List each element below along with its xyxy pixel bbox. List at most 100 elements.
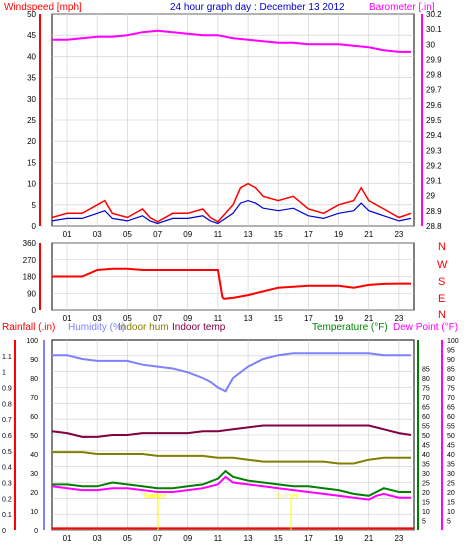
direction-x-tick-label: 05 [123, 314, 132, 323]
windspeed-tick-label: 5 [32, 201, 37, 210]
windspeed-tick-label: 30 [27, 95, 36, 104]
humidity-tick-label: 20 [30, 490, 38, 497]
climate-x-tick-label: 21 [364, 534, 373, 543]
dewpoint-tick-label: 75 [447, 386, 455, 393]
windspeed-series-line [51, 182, 412, 223]
wind-x-tick-label: 23 [394, 230, 403, 239]
dewpoint-tick-label: 45 [447, 443, 455, 450]
climate-x-tick-label: 09 [183, 534, 192, 543]
wind-x-tick-label: 09 [183, 230, 192, 239]
humidity-tick-label: 90 [30, 357, 38, 364]
barometer-tick-label: 28.8 [426, 222, 442, 231]
windspeed-tick-label: 40 [27, 52, 36, 61]
humidity-tick-label: 10 [30, 509, 38, 516]
dewpoint-tick-label: 10 [447, 509, 455, 516]
rainfall-axis-title: Rainfall (.in) [2, 322, 55, 333]
humidity-tick-label: 60 [30, 414, 38, 421]
windspeed-tick-label: 10 [27, 180, 36, 189]
dewpoint-tick-label: 85 [447, 367, 455, 374]
barometer-tick-label: 30 [426, 40, 435, 49]
humidity-tick-label: 50 [30, 433, 38, 440]
indoor-hum-series-line [52, 451, 411, 465]
indoor-hum-label: Indoor hum [118, 322, 169, 333]
dewpoint-tick-label: 50 [447, 433, 455, 440]
wind-direction-series-line [52, 267, 411, 300]
sunrise-marker-label: Sunrise [143, 493, 167, 500]
barometer-tick-label: 29 [426, 192, 435, 201]
wind-x-tick-label: 19 [334, 230, 343, 239]
direction-x-tick-label: 13 [244, 314, 253, 323]
rainfall-tick-label: 0.7 [2, 417, 12, 424]
dewpoint-tick-label: 100 [447, 338, 459, 345]
direction-x-tick-label: 11 [214, 314, 223, 323]
temperature-tick-label: 70 [422, 395, 430, 402]
barometer-tick-label: 30.1 [426, 25, 442, 34]
rainfall-tick-label: 0.9 [2, 386, 12, 393]
climate-x-tick-label: 01 [63, 534, 72, 543]
direction-label-n-top: N [438, 241, 446, 253]
dewpoint-tick-label: 35 [447, 462, 455, 469]
climate-x-tick-label: 13 [244, 534, 253, 543]
climate-x-tick-label: 19 [334, 534, 343, 543]
direction-tick-label: 90 [27, 289, 36, 298]
temperature-tick-label: 75 [422, 386, 430, 393]
rainfall-tick-label: 0.4 [2, 465, 12, 472]
dewpoint-tick-label: 55 [447, 424, 455, 431]
dewpoint-series-line [51, 475, 411, 501]
climate-x-tick-label: 17 [304, 534, 313, 543]
direction-tick-label: 0 [32, 306, 37, 315]
direction-x-tick-label: 23 [394, 314, 403, 323]
temperature-tick-label: 45 [422, 443, 430, 450]
humidity-tick-label: 70 [30, 395, 38, 402]
temperature-tick-label: 10 [422, 509, 430, 516]
wind-direction-panel: 0 90 180 270 360 01 03 05 07 09 11 13 15 17 19 21 23 [23, 239, 415, 323]
wind-x-tick-label: 13 [244, 230, 253, 239]
direction-tick-label: 360 [23, 239, 37, 248]
barometer-tick-label: 29.6 [426, 101, 442, 110]
barometer-tick-label: 29.1 [426, 177, 442, 186]
temperature-tick-label: 85 [422, 367, 430, 374]
barometer-tick-label: 29.4 [426, 131, 442, 140]
direction-x-tick-label: 03 [93, 314, 102, 323]
chart-title: 24 hour graph day : December 13 2012 [170, 2, 345, 13]
direction-tick-label: 180 [23, 273, 37, 282]
direction-x-tick-label: 07 [153, 314, 162, 323]
direction-x-tick-label: 21 [364, 314, 373, 323]
wind-x-tick-label: 11 [214, 230, 223, 239]
direction-label-n-bottom: N [438, 309, 446, 321]
dewpoint-tick-label: 40 [447, 452, 455, 459]
windspeed-tick-label: 15 [27, 158, 36, 167]
direction-x-tick-label: 19 [334, 314, 343, 323]
temperature-tick-label: 55 [422, 424, 430, 431]
indoor-temp-label: Indoor temp [172, 322, 226, 333]
windspeed-barometer-panel: 0510152025303540455028.828.92929.129.229… [27, 10, 442, 239]
indoor-temp-series-line [51, 424, 412, 438]
dewpoint-tick-label: 20 [447, 490, 455, 497]
wind-x-tick-label: 17 [304, 230, 313, 239]
dewpoint-axis-title: Dew Point (°F) [393, 322, 458, 333]
wind-x-tick-label: 05 [123, 230, 132, 239]
barometer-tick-label: 29.3 [426, 146, 442, 155]
sunset-marker-label: Sunset [276, 493, 298, 500]
climate-x-tick-label: 15 [274, 534, 283, 543]
rainfall-tick-label: 0.3 [2, 481, 12, 488]
windspeed-axis-title: Windspeed [mph] [4, 2, 82, 13]
wind-x-tick-label: 01 [63, 230, 72, 239]
barometer-tick-label: 29.7 [426, 86, 442, 95]
direction-label-w: W [437, 259, 448, 271]
climate-x-tick-label: 23 [394, 534, 403, 543]
temperature-axis-title: Temperature (°F) [312, 322, 388, 333]
temperature-tick-label: 5 [422, 519, 426, 526]
rainfall-tick-label: 1 [2, 370, 6, 377]
wind-x-tick-label: 21 [364, 230, 373, 239]
dewpoint-tick-label: 5 [447, 519, 451, 526]
dewpoint-tick-label: 25 [447, 481, 455, 488]
direction-label-e: E [438, 293, 445, 305]
climate-x-tick-label: 03 [93, 534, 102, 543]
barometer-tick-label: 30.2 [426, 10, 442, 19]
dewpoint-tick-label: 80 [447, 376, 455, 383]
dewpoint-tick-label: 15 [447, 500, 455, 507]
rain-humidity-temperature-panel: 00.10.20.30.40.50.60.70.80.911.101020304… [2, 338, 459, 543]
dewpoint-tick-label: 60 [447, 414, 455, 421]
